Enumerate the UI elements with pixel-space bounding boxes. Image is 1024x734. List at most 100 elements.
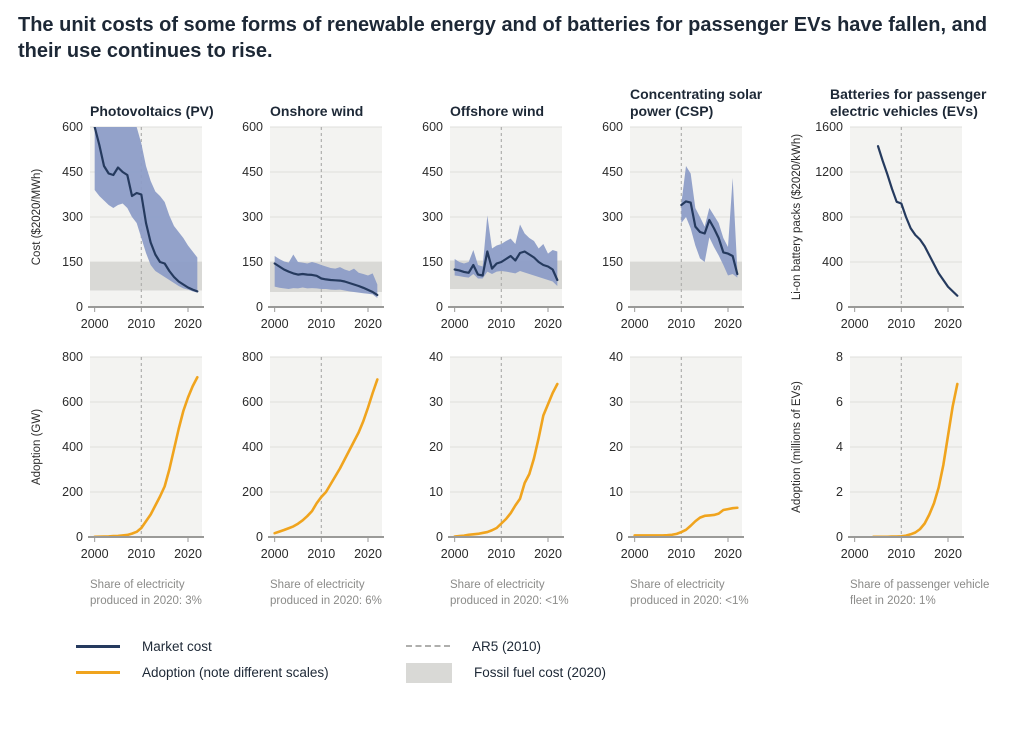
svg-text:30: 30 xyxy=(429,395,443,409)
fossil-fuel-band-swatch xyxy=(406,662,452,683)
svg-text:600: 600 xyxy=(602,121,623,134)
svg-text:600: 600 xyxy=(62,121,83,134)
svg-text:2020: 2020 xyxy=(174,317,202,331)
svg-text:10: 10 xyxy=(429,485,443,499)
svg-text:2020: 2020 xyxy=(534,547,562,561)
svg-text:2010: 2010 xyxy=(887,317,915,331)
svg-text:400: 400 xyxy=(822,255,843,269)
legend-adoption-label: Adoption (note different scales) xyxy=(142,665,329,681)
svg-text:300: 300 xyxy=(242,210,263,224)
panel-title-csp: Concentrating solar power (CSP) xyxy=(630,85,763,120)
svg-text:300: 300 xyxy=(422,210,443,224)
offshore-cost-chart: 2000 2010 2020 0 150 300 450 600 xyxy=(406,121,586,335)
svg-text:0: 0 xyxy=(256,530,263,544)
svg-text:450: 450 xyxy=(242,165,263,179)
svg-text:0: 0 xyxy=(76,300,83,314)
svg-text:0: 0 xyxy=(436,300,443,314)
svg-text:0: 0 xyxy=(616,530,623,544)
svg-text:450: 450 xyxy=(422,165,443,179)
panel-onshore-cost: Onshore wind 2000 2010 2020 0 150 300 450 600 xyxy=(226,69,406,335)
svg-text:2020: 2020 xyxy=(354,317,382,331)
svg-text:2000: 2000 xyxy=(841,547,869,561)
csp-adoption-chart: 2000 2010 2020 0 10 20 30 40 xyxy=(586,351,766,565)
panel-battery-cost: Batteries for passenger electric vehicle… xyxy=(766,69,1006,335)
svg-text:Cost ($2020/MWh): Cost ($2020/MWh) xyxy=(31,168,43,265)
legend-ar5-label: AR5 (2010) xyxy=(472,638,542,654)
svg-text:2010: 2010 xyxy=(127,547,155,561)
svg-text:0: 0 xyxy=(76,530,83,544)
ar5-dashed-line-swatch xyxy=(406,645,450,648)
svg-text:0: 0 xyxy=(436,530,443,544)
pv-adoption-caption: Share of electricity produced in 2020: 3… xyxy=(90,578,202,607)
legend: Market cost AR5 (2010) Adoption (note di… xyxy=(76,639,1024,683)
panel-pv-cost: Photovoltaics (PV) 2000 2010 2020 0 150 300 45… xyxy=(26,69,226,335)
offshore-adoption-chart: 2000 2010 2020 0 10 20 30 40 xyxy=(406,351,586,565)
panel-pv-adoption: 2000 2010 2020 0 200 400 600 800 Adoption (GW) S… xyxy=(26,351,226,609)
adoption-charts-row: 2000 2010 2020 0 200 400 600 800 Adoption (GW) S… xyxy=(26,351,1024,609)
offshore-adoption-caption: Share of electricity produced in 2020: <… xyxy=(450,578,569,607)
svg-text:30: 30 xyxy=(609,395,623,409)
svg-text:150: 150 xyxy=(602,255,623,269)
pv-adoption-chart: 2000 2010 2020 0 200 400 600 800 Adoption (GW) xyxy=(26,351,226,565)
panel-ev-adoption: 2000 2010 2020 0 2 4 6 8 Adoption (millions of E… xyxy=(766,351,1006,609)
svg-text:2000: 2000 xyxy=(841,317,869,331)
svg-text:20: 20 xyxy=(429,440,443,454)
figure-title: The unit costs of some forms of renewabl… xyxy=(18,14,988,63)
svg-text:2020: 2020 xyxy=(354,547,382,561)
svg-text:2010: 2010 xyxy=(667,317,695,331)
svg-text:150: 150 xyxy=(242,255,263,269)
svg-text:Adoption (millions of EVs): Adoption (millions of EVs) xyxy=(791,381,803,513)
svg-text:2020: 2020 xyxy=(714,547,742,561)
adoption-line-swatch xyxy=(76,671,120,675)
svg-text:2000: 2000 xyxy=(261,317,289,331)
svg-text:2000: 2000 xyxy=(621,547,649,561)
svg-text:40: 40 xyxy=(609,351,623,364)
svg-text:20: 20 xyxy=(609,440,623,454)
panel-csp-adoption: 2000 2010 2020 0 10 20 30 40 Share of electrici… xyxy=(586,351,766,609)
pv-cost-chart: 2000 2010 2020 0 150 300 450 600 Cost ($2020/MWh… xyxy=(26,121,226,335)
svg-text:40: 40 xyxy=(429,351,443,364)
svg-text:800: 800 xyxy=(242,351,263,364)
panel-title-offshore: Offshore wind xyxy=(450,103,545,120)
legend-adoption: Adoption (note different scales) xyxy=(76,663,406,683)
svg-text:1600: 1600 xyxy=(815,121,843,134)
charts-grid: Photovoltaics (PV) 2000 2010 2020 0 150 300 45… xyxy=(0,69,1024,609)
svg-text:2010: 2010 xyxy=(127,317,155,331)
svg-text:6: 6 xyxy=(836,395,843,409)
csp-cost-chart: 2000 2010 2020 0 150 300 450 600 xyxy=(586,121,766,335)
svg-text:2000: 2000 xyxy=(261,547,289,561)
svg-text:600: 600 xyxy=(62,395,83,409)
svg-text:Adoption (GW): Adoption (GW) xyxy=(31,409,43,485)
panel-offshore-adoption: 2000 2010 2020 0 10 20 30 40 Share of electrici… xyxy=(406,351,586,609)
svg-text:2000: 2000 xyxy=(81,317,109,331)
svg-text:2020: 2020 xyxy=(714,317,742,331)
svg-text:0: 0 xyxy=(256,300,263,314)
legend-market-cost: Market cost xyxy=(76,639,406,654)
svg-text:2020: 2020 xyxy=(534,317,562,331)
svg-text:Li-on battery packs ($2020/kWh: Li-on battery packs ($2020/kWh) xyxy=(791,134,803,300)
legend-fossil: Fossil fuel cost (2020) xyxy=(406,662,1024,683)
svg-text:450: 450 xyxy=(62,165,83,179)
svg-text:2000: 2000 xyxy=(441,317,469,331)
svg-text:200: 200 xyxy=(62,485,83,499)
svg-text:4: 4 xyxy=(836,440,843,454)
svg-text:2020: 2020 xyxy=(934,317,962,331)
ev-adoption-chart: 2000 2010 2020 0 2 4 6 8 Adoption (millions of E… xyxy=(786,351,1006,565)
svg-text:600: 600 xyxy=(422,121,443,134)
panel-csp-cost: Concentrating solar power (CSP) 2000 2010… xyxy=(586,69,766,335)
svg-text:2000: 2000 xyxy=(81,547,109,561)
svg-text:800: 800 xyxy=(822,210,843,224)
svg-text:150: 150 xyxy=(422,255,443,269)
svg-text:300: 300 xyxy=(602,210,623,224)
svg-text:2010: 2010 xyxy=(307,547,335,561)
panel-title-battery: Batteries for passenger electric vehicle… xyxy=(830,85,987,120)
panel-offshore-cost: Offshore wind 2000 2010 2020 0 150 300 450 600 xyxy=(406,69,586,335)
battery-cost-chart: 2000 2010 2020 0 400 800 1200 1600 Li-on battery… xyxy=(786,121,1006,335)
panel-onshore-adoption: 2000 2010 2020 0 200 400 600 800 Share of elect… xyxy=(226,351,406,609)
svg-text:2: 2 xyxy=(836,485,843,499)
svg-text:400: 400 xyxy=(62,440,83,454)
svg-text:150: 150 xyxy=(62,255,83,269)
svg-text:600: 600 xyxy=(242,395,263,409)
svg-text:2010: 2010 xyxy=(307,317,335,331)
svg-text:0: 0 xyxy=(836,300,843,314)
